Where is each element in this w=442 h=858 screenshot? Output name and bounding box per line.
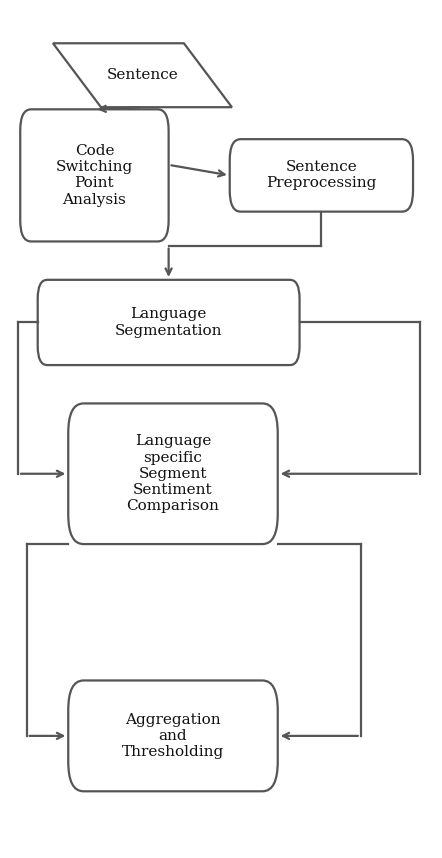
Text: Aggregation
and
Thresholding: Aggregation and Thresholding [122, 713, 224, 759]
FancyBboxPatch shape [230, 139, 413, 212]
FancyBboxPatch shape [68, 403, 278, 544]
Text: Language
Segmentation: Language Segmentation [115, 307, 222, 337]
FancyBboxPatch shape [20, 109, 169, 241]
FancyBboxPatch shape [38, 280, 300, 365]
FancyBboxPatch shape [68, 680, 278, 791]
Text: Code
Switching
Point
Analysis: Code Switching Point Analysis [56, 144, 133, 207]
Polygon shape [53, 43, 232, 107]
Text: Sentence
Preprocessing: Sentence Preprocessing [266, 160, 377, 190]
Text: Sentence: Sentence [107, 69, 178, 82]
Text: Language
specific
Segment
Sentiment
Comparison: Language specific Segment Sentiment Comp… [126, 434, 219, 513]
